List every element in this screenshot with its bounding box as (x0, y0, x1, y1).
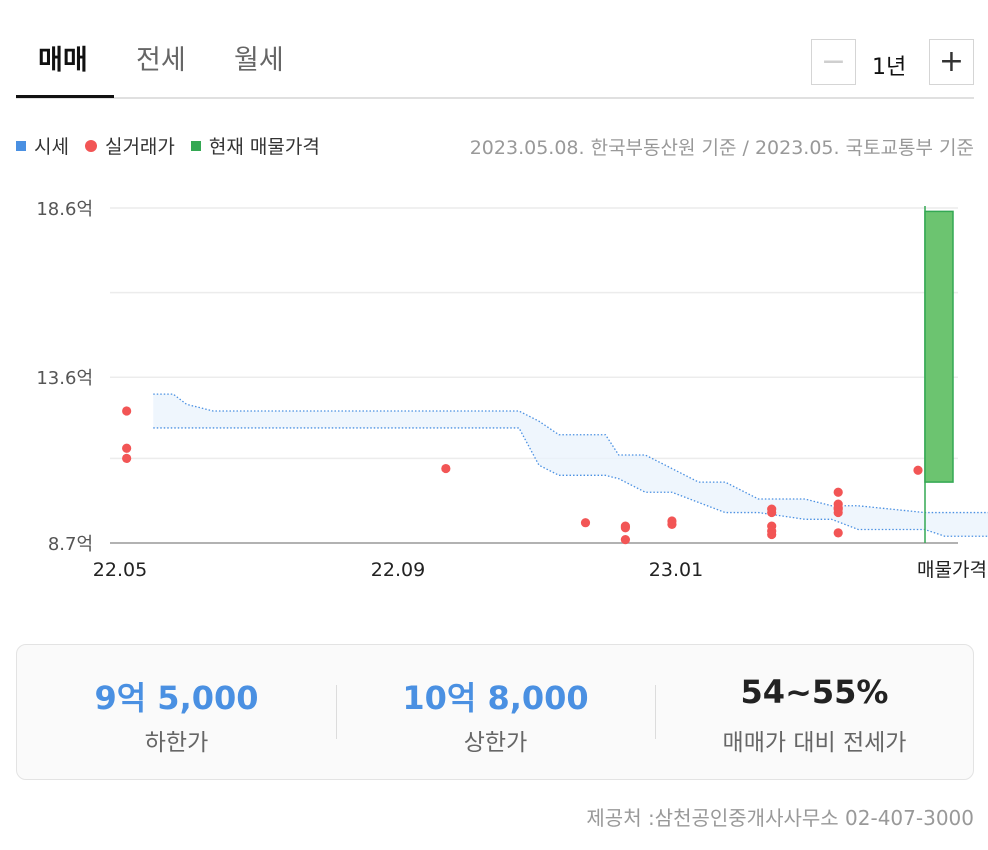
summary-divider (655, 685, 656, 739)
deal-type-tabs: 매매 전세 월세 (16, 0, 974, 99)
transaction-point (667, 519, 677, 529)
data-source-note: 2023.05.08. 한국부동산원 기준 / 2023.05. 국토교통부 기… (469, 137, 974, 159)
transaction-point (913, 465, 923, 475)
transaction-point (122, 443, 132, 453)
x-tick-label: 23.01 (649, 559, 703, 581)
legend-square-icon (190, 140, 201, 151)
market-price-band (153, 394, 988, 537)
y-tick-label: 18.6억 (36, 199, 93, 220)
lower-price-label: 하한가 (144, 730, 209, 756)
legend-item-listing: 현재 매물가격 (190, 132, 320, 159)
period-decrease-button[interactable]: − (811, 39, 856, 85)
period-label: 1년 (872, 55, 907, 80)
transaction-point (441, 463, 451, 474)
legend-label: 현재 매물가격 (208, 136, 320, 158)
legend-label: 실거래가 (104, 136, 175, 158)
minus-icon: − (820, 44, 847, 79)
provider-info: 제공처 :삼천공인중개사사무소 02-407-3000 (586, 806, 974, 830)
x-tick-label: 22.05 (93, 559, 147, 581)
summary-divider (336, 685, 337, 739)
x-tick-label: 매물가격 (917, 559, 987, 581)
transaction-point (767, 529, 777, 540)
summary-upper-price: 10억 8,000 상한가 (336, 645, 655, 781)
y-tick-label: 13.6억 (36, 368, 93, 389)
transaction-point (620, 535, 631, 545)
legend-dot-icon (84, 139, 97, 152)
transaction-point (767, 507, 777, 518)
tab-monthly-rent[interactable]: 월세 (234, 45, 284, 76)
summary-lower-price: 9억 5,000 하한가 (17, 645, 336, 781)
legend-label: 시세 (34, 136, 69, 158)
lower-price-value: 9억 5,000 (94, 679, 259, 717)
legend-square-icon (16, 140, 26, 151)
transaction-point (833, 528, 843, 538)
transaction-point (833, 487, 843, 497)
market-price-upper-line (153, 393, 988, 514)
period-increase-button[interactable]: + (929, 39, 974, 85)
price-summary-box: 9억 5,000 하한가 10억 8,000 상한가 54~55% 매매가 대비… (16, 644, 974, 780)
transaction-point (122, 406, 132, 416)
summary-jeonse-ratio: 54~55% 매매가 대비 전세가 (655, 645, 974, 781)
upper-price-label: 상한가 (463, 730, 528, 756)
tab-jeonse[interactable]: 전세 (136, 45, 186, 76)
jeonse-ratio-value: 54~55% (740, 673, 889, 711)
listing-price-bar (924, 210, 954, 483)
jeonse-ratio-label: 매매가 대비 전세가 (722, 730, 907, 756)
plus-icon: + (938, 44, 965, 79)
y-tick-label: 8.7억 (48, 534, 93, 555)
transaction-point (122, 453, 132, 464)
chart-legend: 시세 실거래가 현재 매물가격 (16, 132, 336, 159)
legend-item-market-price: 시세 (16, 132, 69, 159)
transaction-point (833, 507, 843, 518)
x-tick-label: 22.09 (371, 559, 425, 581)
legend-item-transaction: 실거래가 (84, 132, 175, 159)
active-tab-indicator (16, 95, 114, 98)
tab-sale[interactable]: 매매 (38, 45, 88, 76)
upper-price-value: 10억 8,000 (402, 679, 589, 717)
transaction-point (620, 523, 631, 533)
transaction-point (580, 518, 591, 528)
